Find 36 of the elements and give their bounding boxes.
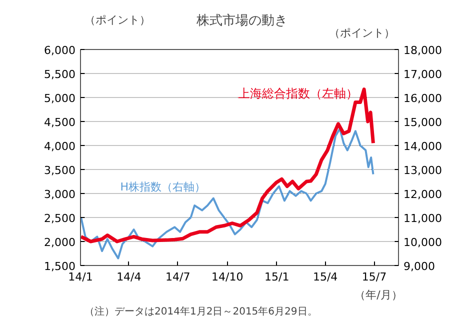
x-tick-label: 15/4 [312,270,338,284]
y2-tick-label: 13,000 [404,164,442,177]
y2-tick-label: 18,000 [404,44,442,57]
x-tick-label: 14/7 [166,270,190,284]
x-tick-label: 14/10 [212,270,244,284]
text: （注）データは2014年1月2日～2015年6月29日。 [84,306,318,318]
y-axis-title: （ポイント） [84,14,151,26]
x-tick-label: 14/4 [116,270,142,284]
y-tick-label: 2,500 [44,212,76,225]
y2-axis-title: （ポイント） [329,26,396,40]
chart-title: 株式市場の動き [195,14,288,28]
line-series [80,88,375,244]
y-tick-label: 5,500 [44,68,76,81]
y2-tick-label: 16,000 [404,92,442,105]
series-label: H株指数（右軸） [120,180,206,194]
x-tick-label: 15/7 [362,270,387,284]
y2-tick-label: 10,000 [404,236,442,249]
y-tick-label: 4,500 [44,116,76,129]
y2-tick-label: 11,000 [404,212,442,225]
line-series [80,128,374,260]
series-label: 上海総合指数（左軸） [238,86,358,100]
y2-tick-label: 17,000 [404,68,442,81]
y-tick-label: 3,500 [44,164,76,177]
x-axis-title: （年/月） [354,288,402,302]
y-tick-label: 2,000 [44,236,76,249]
y2-tick-label: 12,000 [404,188,442,201]
y-tick-label: 5,000 [44,92,76,105]
y-tick-label: 1,500 [44,260,76,273]
y2-tick-label: 14,000 [404,140,442,153]
y-tick-label: 6,000 [44,44,76,57]
y-tick-label: 4,000 [44,140,76,153]
y2-tick-label: 9,000 [404,260,435,273]
y2-tick-label: 15,000 [404,116,442,129]
x-tick-label: 14/1 [68,270,93,284]
y-tick-label: 3,000 [44,188,76,201]
x-tick-label: 15/1 [264,270,290,284]
